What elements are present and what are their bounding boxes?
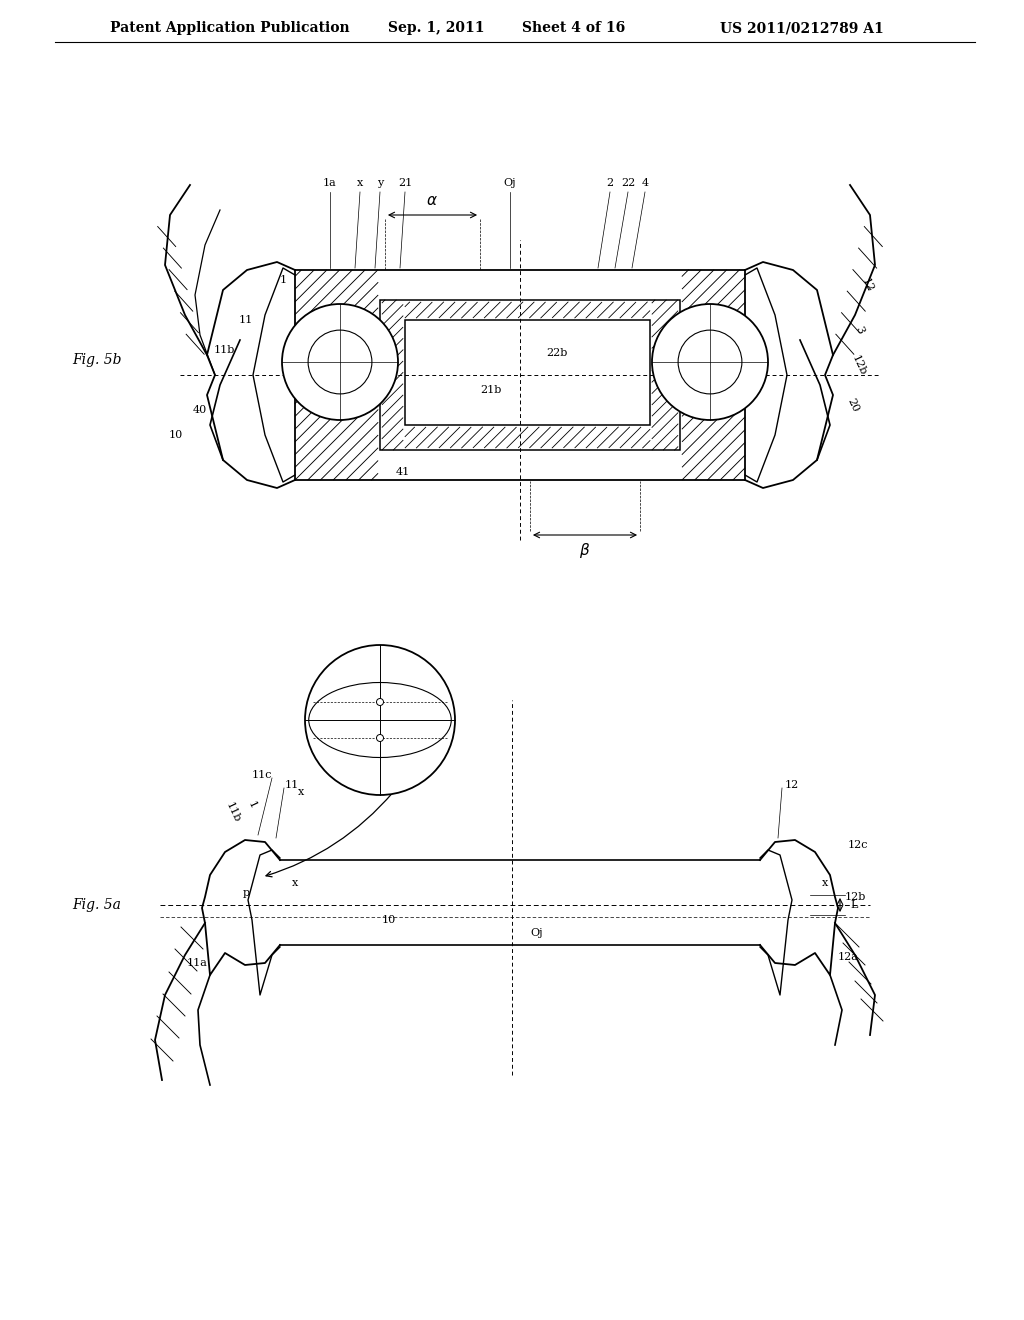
- Text: 11c: 11c: [252, 770, 272, 780]
- Text: 11b: 11b: [224, 800, 242, 824]
- Text: x: x: [298, 787, 304, 797]
- Text: 21: 21: [398, 178, 412, 187]
- Text: 41: 41: [395, 467, 410, 477]
- Text: 10: 10: [382, 915, 396, 925]
- Text: 40: 40: [193, 405, 207, 414]
- Text: 11a: 11a: [187, 958, 208, 968]
- Text: y: y: [377, 178, 383, 187]
- Text: Sheet 4 of 16: Sheet 4 of 16: [522, 21, 626, 36]
- Text: Patent Application Publication: Patent Application Publication: [110, 21, 349, 36]
- Text: Oj: Oj: [504, 178, 516, 187]
- Text: 22b: 22b: [546, 348, 567, 358]
- Text: 12b: 12b: [845, 892, 866, 902]
- Text: 1a: 1a: [324, 178, 337, 187]
- Text: Oj: Oj: [530, 928, 543, 939]
- Text: x: x: [292, 878, 298, 888]
- Text: 12b: 12b: [850, 354, 868, 376]
- Text: Fig. 5b: Fig. 5b: [72, 352, 122, 367]
- Text: x: x: [822, 878, 828, 888]
- Circle shape: [305, 645, 455, 795]
- Text: 2: 2: [606, 178, 613, 187]
- Text: x: x: [357, 178, 364, 187]
- Text: US 2011/0212789 A1: US 2011/0212789 A1: [720, 21, 884, 36]
- Text: 4: 4: [641, 178, 648, 187]
- Circle shape: [377, 734, 384, 742]
- Text: 12: 12: [860, 276, 876, 293]
- Circle shape: [282, 304, 398, 420]
- Bar: [406, 319, 650, 425]
- Text: Sep. 1, 2011: Sep. 1, 2011: [388, 21, 484, 36]
- Text: 11: 11: [239, 315, 253, 325]
- Circle shape: [377, 698, 384, 705]
- Circle shape: [652, 304, 768, 420]
- Text: 11b: 11b: [214, 345, 234, 355]
- Text: 12a: 12a: [838, 952, 859, 962]
- Text: 12: 12: [785, 780, 800, 789]
- Text: 1: 1: [280, 275, 287, 285]
- Text: 10: 10: [169, 430, 183, 440]
- Text: L: L: [850, 900, 857, 909]
- Text: 12c: 12c: [848, 840, 868, 850]
- Text: 21b: 21b: [480, 385, 502, 395]
- Text: 1: 1: [246, 800, 258, 810]
- Text: $\alpha$: $\alpha$: [426, 194, 438, 209]
- Text: p: p: [243, 888, 250, 898]
- Text: 22: 22: [621, 178, 635, 187]
- Bar: [380, 300, 680, 450]
- Text: Fig. 5a: Fig. 5a: [72, 898, 121, 912]
- Text: 11: 11: [285, 780, 299, 789]
- Text: 3: 3: [853, 325, 865, 335]
- Text: $\beta$: $\beta$: [580, 541, 591, 561]
- Text: 20: 20: [845, 396, 860, 413]
